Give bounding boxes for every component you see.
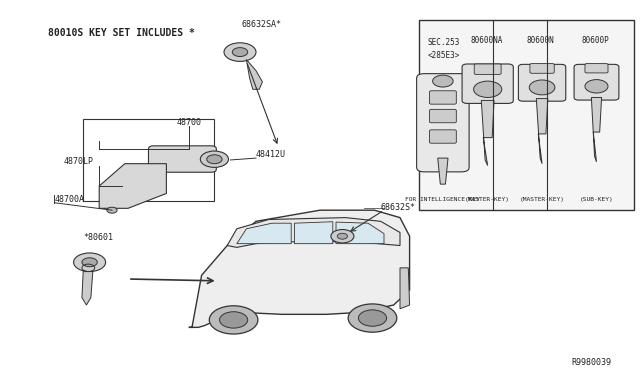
Text: 68632SA*: 68632SA* <box>242 20 282 29</box>
Text: R9980039: R9980039 <box>571 358 611 367</box>
Circle shape <box>232 48 248 57</box>
Polygon shape <box>536 99 548 164</box>
Polygon shape <box>336 222 384 244</box>
Text: <285E3>: <285E3> <box>428 51 460 60</box>
Circle shape <box>224 43 256 61</box>
Text: 80010S KEY SET INCLUDES *: 80010S KEY SET INCLUDES * <box>48 29 195 38</box>
Text: 80600NA: 80600NA <box>470 36 502 45</box>
Text: 48700A: 48700A <box>54 195 84 203</box>
FancyBboxPatch shape <box>417 74 469 172</box>
Circle shape <box>358 310 387 326</box>
FancyBboxPatch shape <box>148 146 216 172</box>
Circle shape <box>474 81 502 97</box>
Text: 4870LP: 4870LP <box>64 157 94 166</box>
FancyBboxPatch shape <box>462 64 513 103</box>
Circle shape <box>200 151 228 167</box>
FancyBboxPatch shape <box>429 130 456 143</box>
Circle shape <box>331 230 354 243</box>
Bar <box>419 20 634 210</box>
FancyBboxPatch shape <box>574 64 619 100</box>
FancyBboxPatch shape <box>429 91 456 104</box>
Text: 68632S*: 68632S* <box>381 203 416 212</box>
Circle shape <box>209 306 258 334</box>
Circle shape <box>585 80 608 93</box>
Polygon shape <box>227 218 400 247</box>
Circle shape <box>82 258 97 267</box>
Text: (MASTER-KEY): (MASTER-KEY) <box>465 196 510 202</box>
FancyBboxPatch shape <box>518 64 566 101</box>
Text: (SUB-KEY): (SUB-KEY) <box>580 196 613 202</box>
Text: (MASTER-KEY): (MASTER-KEY) <box>520 196 564 202</box>
Circle shape <box>433 75 453 87</box>
Circle shape <box>348 304 397 332</box>
Polygon shape <box>99 164 166 208</box>
Bar <box>83 119 214 201</box>
Circle shape <box>529 80 555 95</box>
FancyBboxPatch shape <box>429 109 456 123</box>
Circle shape <box>337 233 348 239</box>
Text: 48412U: 48412U <box>256 150 286 159</box>
Polygon shape <box>438 158 448 184</box>
Polygon shape <box>400 268 410 309</box>
Polygon shape <box>237 223 291 244</box>
Text: SEC.253: SEC.253 <box>428 38 460 47</box>
Circle shape <box>220 312 248 328</box>
Text: 80600P: 80600P <box>581 36 609 45</box>
FancyBboxPatch shape <box>530 64 554 73</box>
Polygon shape <box>82 272 93 305</box>
Text: FOR INTELLIGENCE KEY: FOR INTELLIGENCE KEY <box>405 196 481 202</box>
Circle shape <box>74 253 106 272</box>
FancyBboxPatch shape <box>585 64 608 73</box>
Polygon shape <box>481 100 494 166</box>
Polygon shape <box>294 222 333 244</box>
Text: 48700: 48700 <box>176 118 202 127</box>
Polygon shape <box>591 97 602 162</box>
Text: 80600N: 80600N <box>527 36 555 45</box>
Text: *80601: *80601 <box>83 233 113 242</box>
Polygon shape <box>189 210 410 327</box>
FancyBboxPatch shape <box>474 64 501 74</box>
Circle shape <box>107 207 117 213</box>
Circle shape <box>207 155 222 164</box>
Polygon shape <box>246 60 262 89</box>
